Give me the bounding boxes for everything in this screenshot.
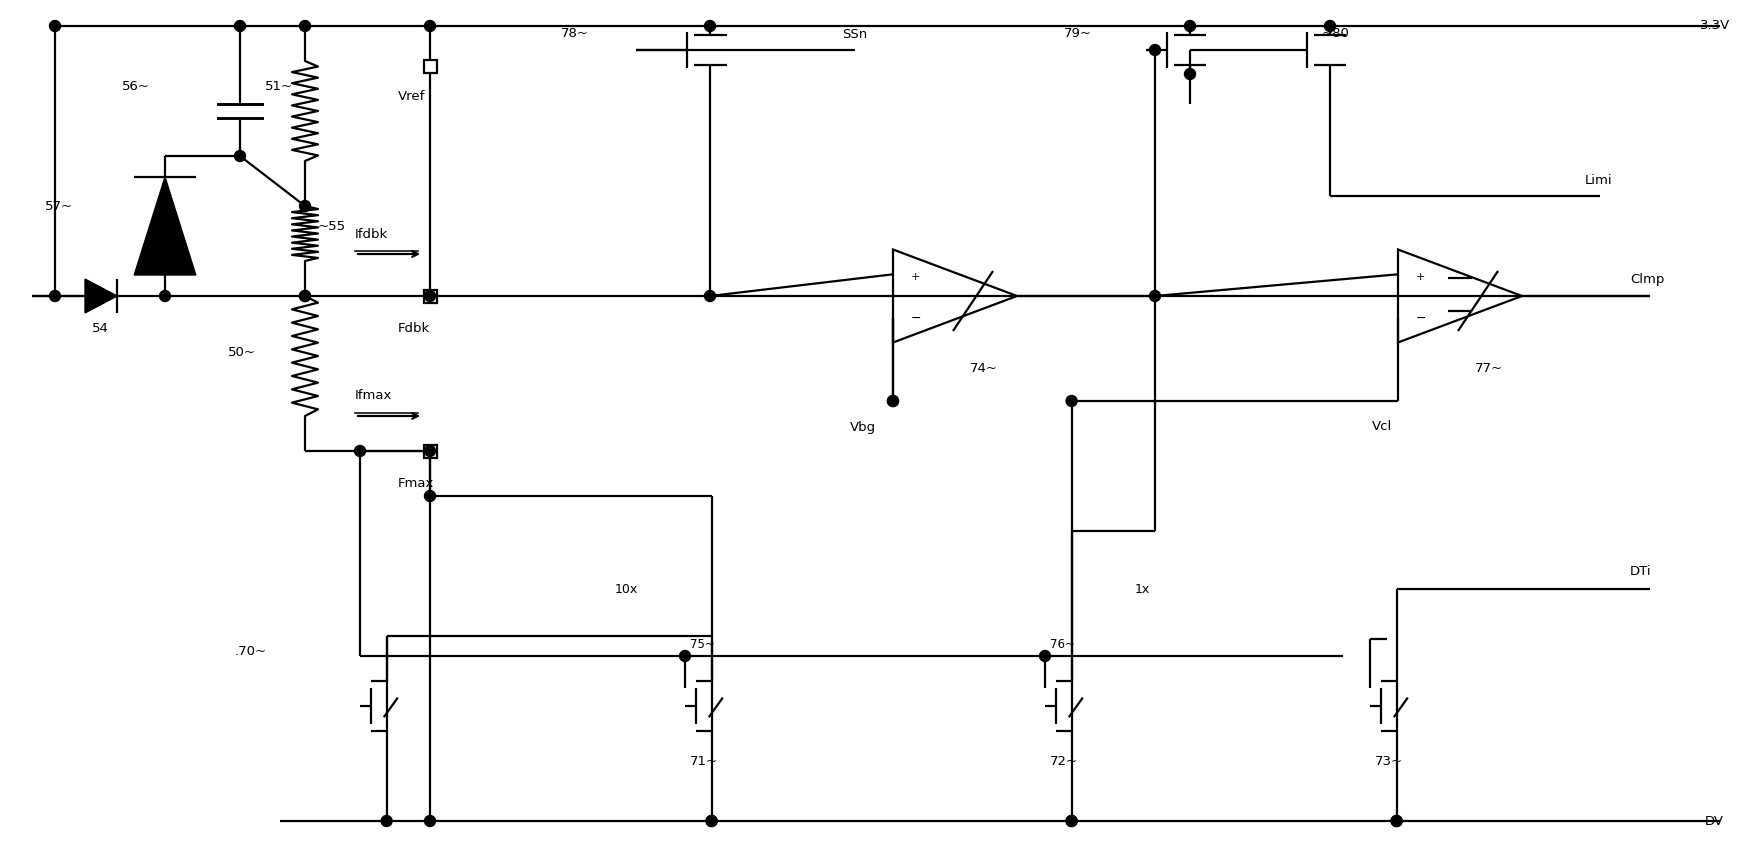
Text: 71~: 71~ bbox=[690, 754, 718, 768]
Text: +: + bbox=[911, 272, 919, 282]
Text: Fdbk: Fdbk bbox=[399, 322, 430, 335]
Text: 76~: 76~ bbox=[1051, 638, 1075, 651]
Bar bbox=[423, 60, 437, 73]
Text: −: − bbox=[1416, 312, 1426, 325]
Circle shape bbox=[234, 152, 245, 163]
Circle shape bbox=[425, 815, 435, 827]
Circle shape bbox=[425, 22, 435, 33]
Circle shape bbox=[1185, 70, 1196, 80]
Circle shape bbox=[299, 291, 311, 302]
Circle shape bbox=[425, 291, 435, 302]
Text: DV: DV bbox=[1704, 815, 1724, 827]
Text: 3.3V: 3.3V bbox=[1701, 18, 1731, 32]
Text: Ifdbk: Ifdbk bbox=[355, 227, 388, 240]
Circle shape bbox=[1391, 815, 1402, 827]
Text: 50~: 50~ bbox=[227, 345, 255, 358]
Circle shape bbox=[299, 201, 311, 213]
Polygon shape bbox=[135, 177, 196, 276]
Text: 72~: 72~ bbox=[1051, 754, 1079, 768]
Text: 79~: 79~ bbox=[1063, 27, 1091, 40]
Text: Clmp: Clmp bbox=[1629, 273, 1664, 286]
Text: ~80: ~80 bbox=[1321, 27, 1349, 40]
Bar bbox=[423, 290, 437, 303]
Circle shape bbox=[49, 22, 61, 33]
Text: 78~: 78~ bbox=[561, 27, 589, 40]
Text: Fmax: Fmax bbox=[399, 477, 434, 490]
Text: 10x: 10x bbox=[615, 583, 638, 596]
Text: Vcl: Vcl bbox=[1372, 420, 1391, 433]
Polygon shape bbox=[86, 280, 117, 313]
Circle shape bbox=[1391, 815, 1402, 827]
Circle shape bbox=[425, 491, 435, 502]
Text: SSn: SSn bbox=[843, 28, 867, 40]
Text: 54: 54 bbox=[93, 322, 108, 335]
Text: 56~: 56~ bbox=[122, 80, 150, 93]
Circle shape bbox=[1150, 291, 1161, 302]
Text: Limi: Limi bbox=[1585, 173, 1613, 186]
Circle shape bbox=[706, 815, 717, 827]
Circle shape bbox=[299, 22, 311, 33]
Circle shape bbox=[234, 22, 245, 33]
Text: 73~: 73~ bbox=[1376, 754, 1404, 768]
Circle shape bbox=[159, 291, 171, 302]
Circle shape bbox=[704, 291, 715, 302]
Circle shape bbox=[680, 651, 690, 662]
Text: −: − bbox=[911, 312, 921, 325]
Circle shape bbox=[704, 22, 715, 33]
Text: Ifmax: Ifmax bbox=[355, 389, 392, 402]
Text: 51~: 51~ bbox=[266, 80, 294, 93]
Text: 57~: 57~ bbox=[45, 201, 73, 214]
Circle shape bbox=[1040, 651, 1051, 662]
Circle shape bbox=[1150, 46, 1161, 57]
Text: .70~: .70~ bbox=[234, 645, 267, 658]
Text: ~55: ~55 bbox=[318, 220, 346, 233]
Circle shape bbox=[1185, 22, 1196, 33]
Bar bbox=[423, 445, 437, 458]
Text: DTi: DTi bbox=[1629, 565, 1652, 578]
Circle shape bbox=[1066, 815, 1077, 827]
Text: 74~: 74~ bbox=[970, 362, 998, 375]
Text: Vref: Vref bbox=[399, 90, 425, 103]
Circle shape bbox=[425, 446, 435, 457]
Circle shape bbox=[1066, 815, 1077, 827]
Circle shape bbox=[355, 446, 365, 457]
Circle shape bbox=[49, 291, 61, 302]
Circle shape bbox=[706, 815, 717, 827]
Circle shape bbox=[381, 815, 392, 827]
Circle shape bbox=[1325, 22, 1335, 33]
Text: 77~: 77~ bbox=[1475, 362, 1503, 375]
Text: 1x: 1x bbox=[1134, 583, 1150, 596]
Circle shape bbox=[888, 396, 898, 407]
Circle shape bbox=[299, 291, 311, 302]
Circle shape bbox=[1066, 396, 1077, 407]
Circle shape bbox=[888, 396, 898, 407]
Text: +: + bbox=[1416, 272, 1425, 282]
Text: Vbg: Vbg bbox=[850, 420, 876, 433]
Text: 75~: 75~ bbox=[690, 638, 715, 651]
